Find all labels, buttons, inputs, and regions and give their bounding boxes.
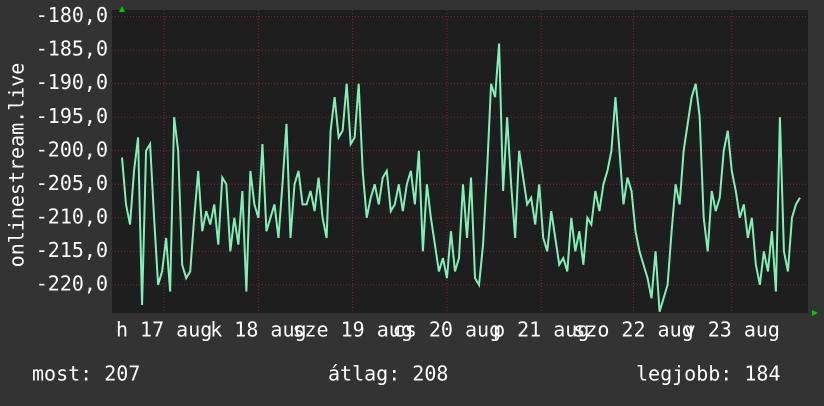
y-tick-label: -200,0 — [36, 137, 108, 161]
current-value: most: 207 — [32, 362, 140, 386]
y-tick-label: -185,0 — [36, 37, 108, 61]
y-tick-label: -210,0 — [36, 204, 108, 228]
y-tick-label: -205,0 — [36, 171, 108, 195]
best-value: legjobb: 184 — [636, 362, 781, 386]
x-tick-label: sze 19 aug — [292, 318, 412, 342]
average-value: átlag: 208 — [328, 362, 448, 386]
y-axis-label: onlinestream.live — [5, 63, 29, 268]
x-tick-label: szo 22 aug — [573, 318, 693, 342]
y-tick-label: -215,0 — [36, 238, 108, 262]
arrow — [119, 6, 125, 12]
y-tick-label: -220,0 — [36, 271, 108, 295]
data-line — [121, 43, 801, 312]
x-tick-label: cs 20 aug — [393, 318, 501, 342]
arrow — [812, 310, 818, 316]
y-tick-label: -195,0 — [36, 104, 108, 128]
x-tick-label: p 21 aug — [493, 318, 589, 342]
x-tick-label: h 17 aug — [116, 318, 212, 342]
x-tick-label: v 23 aug — [684, 318, 780, 342]
plot-area — [112, 10, 808, 313]
x-tick-label: k 18 aug — [210, 318, 306, 342]
y-tick-label: -180,0 — [36, 3, 108, 27]
y-tick-label: -190,0 — [36, 70, 108, 94]
